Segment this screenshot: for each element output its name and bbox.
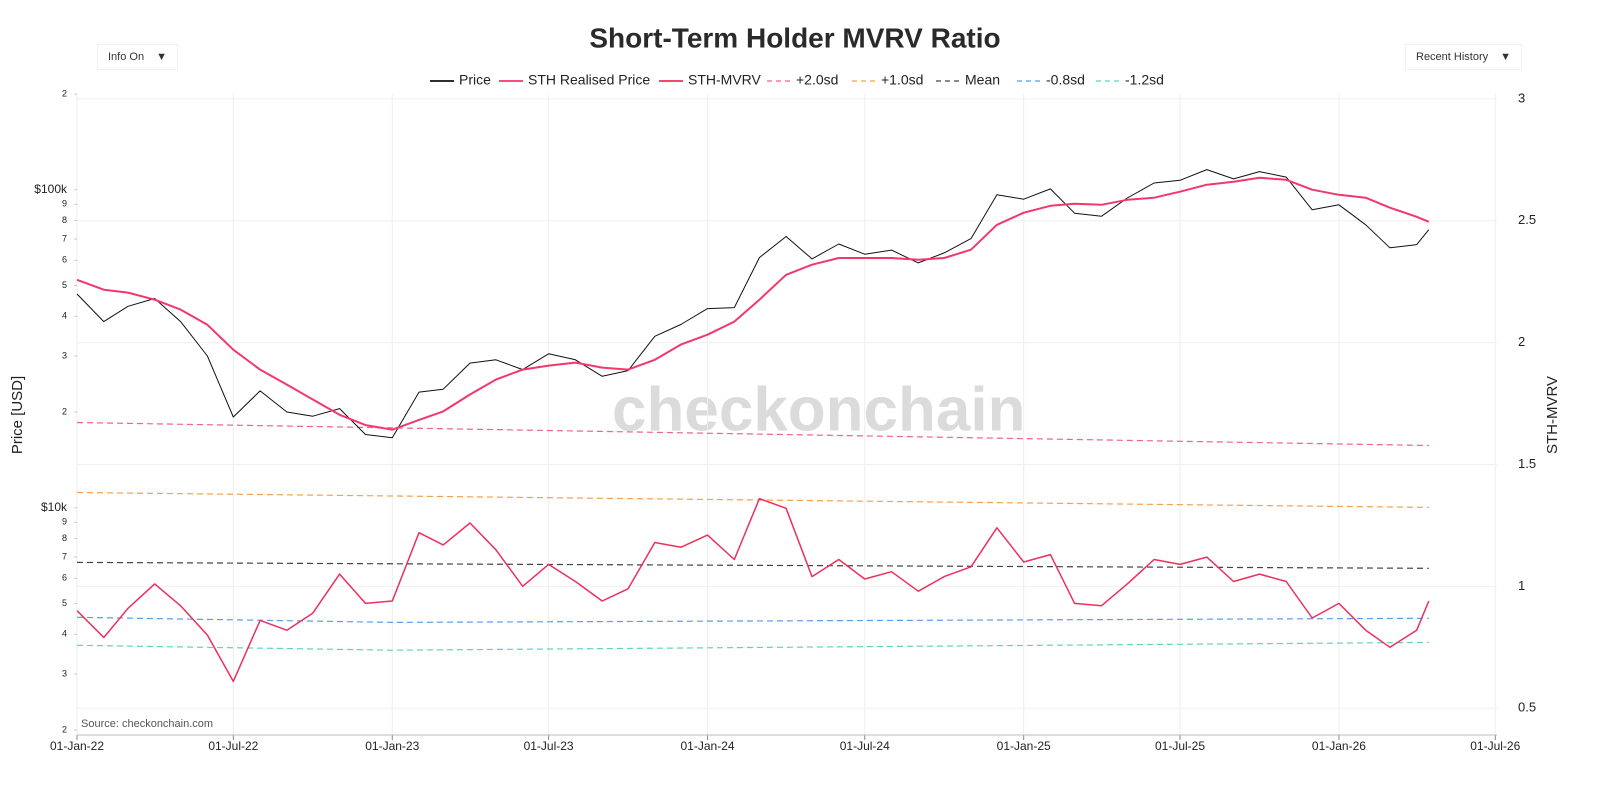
band-line — [76, 421, 1429, 447]
y-tick-label: 7 — [62, 233, 67, 243]
legend-label: -1.2sd — [1125, 72, 1164, 88]
band-line — [76, 491, 1429, 508]
y-tick-label: $100k — [34, 182, 68, 196]
x-tick-label: 01-Jul-23 — [524, 739, 574, 753]
y-tick-label: 2 — [62, 88, 67, 98]
chart-title: Short-Term Holder MVRV Ratio — [589, 22, 1000, 53]
y-tick-label: 5 — [62, 598, 67, 608]
y-tick-label: $10k — [41, 500, 68, 514]
y-tick-label: 4 — [62, 629, 67, 639]
source-note: Source: checkonchain.com — [81, 718, 213, 730]
info-menu[interactable]: Info On ▼ — [97, 44, 178, 70]
y-tick-label: 6 — [62, 255, 67, 265]
dropdown-arrow: ▼ — [156, 51, 167, 63]
y-axis-title: Price [USD] — [9, 376, 26, 454]
y-tick-label: 4 — [62, 311, 67, 321]
y-tick-label: 9 — [62, 199, 67, 209]
legend-label: STH Realised Price — [528, 72, 650, 88]
band-line — [76, 561, 1429, 569]
legend-label: Price — [459, 72, 491, 88]
x-tick-label: 01-Jul-25 — [1155, 739, 1205, 753]
legend-label: -0.8sd — [1046, 72, 1085, 88]
y2-tick-label: 2 — [1518, 334, 1525, 349]
menu-label: Recent History — [1416, 51, 1489, 63]
x-tick-label: 01-Jul-26 — [1470, 739, 1520, 753]
x-tick-label: 01-Jan-24 — [681, 739, 735, 753]
y-tick-label: 5 — [62, 280, 67, 290]
y2-tick-label: 2.5 — [1518, 212, 1536, 227]
series-line — [76, 176, 1430, 431]
legend-label: +1.0sd — [881, 72, 923, 88]
legend-label: +2.0sd — [796, 72, 838, 88]
band-line — [76, 616, 1429, 623]
y2-tick-label: 3 — [1518, 90, 1525, 105]
y2-tick-label: 0.5 — [1518, 700, 1536, 715]
x-tick-label: 01-Jan-25 — [997, 739, 1051, 753]
y-tick-label: 2 — [62, 406, 67, 416]
y-tick-label: 9 — [62, 517, 67, 527]
y-tick-label: 6 — [62, 573, 67, 583]
y-tick-label: 3 — [62, 668, 67, 678]
menu-label: Info On — [108, 51, 145, 63]
band-line — [76, 641, 1429, 651]
y-tick-label: 8 — [62, 533, 67, 543]
y-tick-label: 8 — [62, 215, 67, 225]
x-tick-label: 01-Jan-26 — [1312, 739, 1366, 753]
y2-tick-label: 1.5 — [1518, 456, 1536, 471]
series-line — [76, 169, 1430, 439]
legend-label: STH-MVRV — [688, 72, 762, 88]
x-tick-label: 01-Jul-22 — [208, 739, 258, 753]
series-line — [76, 497, 1430, 683]
legend-label: Mean — [965, 72, 1000, 88]
y2-tick-label: 1 — [1518, 578, 1525, 593]
x-tick-label: 01-Jan-23 — [365, 739, 419, 753]
y-tick-label: 2 — [62, 724, 67, 734]
dropdown-arrow: ▼ — [1500, 51, 1512, 63]
y-tick-label: 3 — [62, 350, 67, 360]
range-menu[interactable]: Recent History ▼ — [1405, 44, 1523, 70]
watermark: checkonchain — [612, 375, 1025, 444]
x-tick-label: 01-Jul-24 — [840, 739, 890, 753]
y2-axis-title: STH-MVRV — [1544, 376, 1561, 454]
x-tick-label: 01-Jan-22 — [50, 739, 104, 753]
y-tick-label: 7 — [62, 551, 67, 561]
